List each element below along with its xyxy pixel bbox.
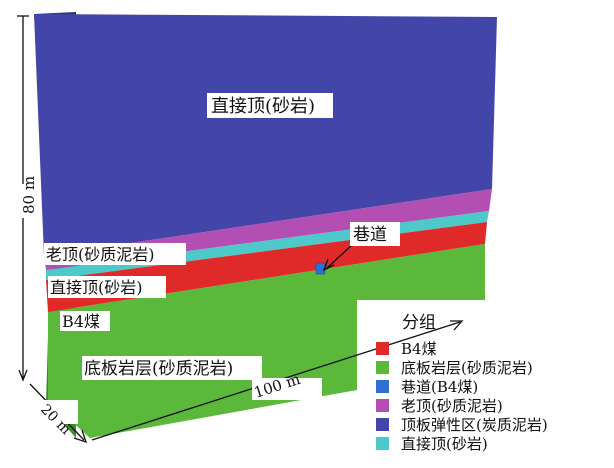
legend-label: 直接顶(砂岩) <box>401 435 488 453</box>
legend-swatch <box>376 361 389 374</box>
legend-item: 顶板弹性区(炭质泥岩) <box>376 415 612 434</box>
legend-item: B4煤 <box>376 339 612 358</box>
label-tunnel: 巷道 <box>353 225 387 245</box>
legend-label: 巷道(B4煤) <box>401 378 479 396</box>
legend: 分组 B4煤 底板岩层(砂质泥岩) 巷道(B4煤) 老顶(砂质泥岩) 顶板弹性区… <box>376 308 612 453</box>
label-immediate-roof: 直接顶(砂岩) <box>50 278 143 297</box>
legend-item: 老顶(砂质泥岩) <box>376 396 612 415</box>
label-floor: 底板岩层(砂质泥岩) <box>84 359 233 379</box>
label-coal-seam: B4煤 <box>62 312 100 331</box>
legend-item: 直接顶(砂岩) <box>376 434 612 453</box>
legend-title: 分组 <box>402 313 436 333</box>
legend-swatch <box>376 380 389 393</box>
dimension-height-label: 80 m <box>20 176 38 214</box>
layer-roof-elastic <box>34 14 497 256</box>
legend-swatch <box>376 342 389 355</box>
legend-label: 底板岩层(砂质泥岩) <box>401 359 533 377</box>
legend-swatch <box>376 399 389 412</box>
layer-floor <box>48 244 485 438</box>
legend-item: 巷道(B4煤) <box>376 377 612 396</box>
label-old-roof: 老顶(砂质泥岩) <box>46 245 155 264</box>
tunnel-pointer <box>322 244 353 272</box>
legend-swatch <box>376 437 389 450</box>
tunnel-marker <box>315 262 326 275</box>
legend-item: 底板岩层(砂质泥岩) <box>376 358 612 377</box>
label-roof-main: 直接顶(砂岩) <box>211 96 315 117</box>
legend-swatch <box>376 418 389 431</box>
legend-label: 顶板弹性区(炭质泥岩) <box>401 416 548 434</box>
legend-label: B4煤 <box>401 340 437 358</box>
legend-label: 老顶(砂质泥岩) <box>401 397 503 415</box>
